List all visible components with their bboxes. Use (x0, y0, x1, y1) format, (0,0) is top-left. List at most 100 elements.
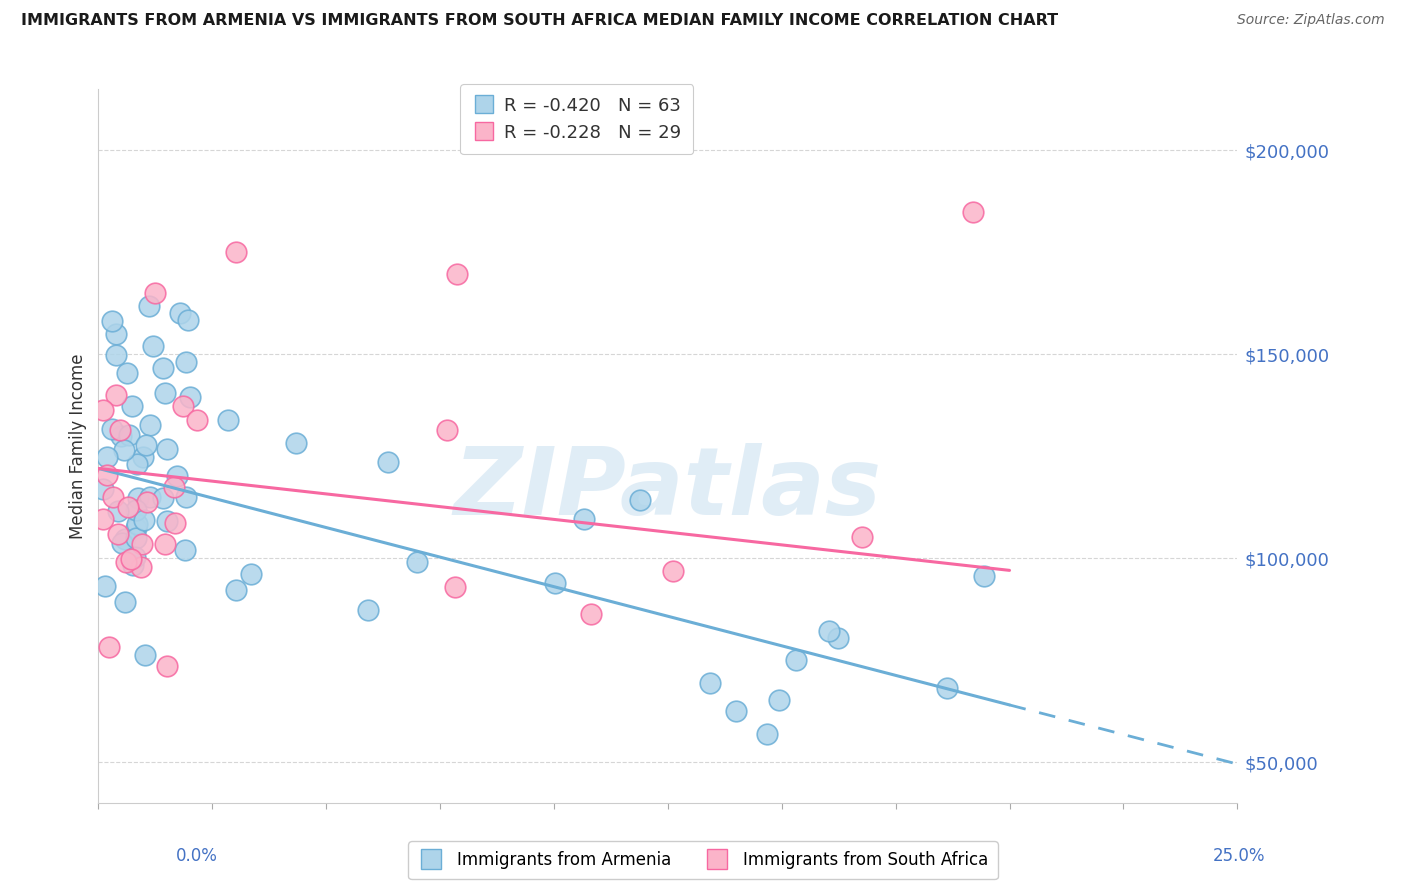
Point (105, 388, 128, 402)
Point (818, 624, 841, 638)
Point (103, 490, 125, 504)
Point (662, 564, 685, 578)
Point (143, 286, 166, 301)
Point (628, 492, 651, 507)
Point (962, 204, 984, 219)
Point (132, 513, 155, 527)
Point (96, 450, 118, 464)
Text: IMMIGRANTS FROM ARMENIA VS IMMIGRANTS FROM SOUTH AFRICA MEDIAN FAMILY INCOME COR: IMMIGRANTS FROM ARMENIA VS IMMIGRANTS FR… (21, 13, 1059, 29)
Point (135, 438, 157, 452)
Point (579, 607, 602, 621)
Point (973, 569, 995, 583)
Point (172, 400, 194, 414)
Point (125, 521, 148, 535)
Point (755, 727, 778, 741)
Point (166, 469, 188, 483)
Point (152, 361, 174, 376)
Point (125, 531, 148, 545)
Point (96, 468, 118, 483)
Point (115, 555, 138, 569)
Point (91, 482, 114, 496)
Point (125, 503, 148, 517)
Point (724, 704, 747, 718)
Point (186, 413, 208, 427)
Point (174, 355, 197, 369)
Text: 25.0%: 25.0% (1213, 847, 1265, 865)
Point (785, 653, 807, 667)
Text: Source: ZipAtlas.com: Source: ZipAtlas.com (1237, 13, 1385, 28)
Point (225, 582, 247, 597)
Text: ZIPatlas: ZIPatlas (454, 442, 882, 535)
Point (176, 490, 198, 504)
Point (100, 314, 122, 328)
Point (107, 527, 129, 541)
Point (768, 692, 790, 706)
Point (120, 552, 142, 566)
Point (699, 676, 721, 690)
Legend: Immigrants from Armenia, Immigrants from South Africa: Immigrants from Armenia, Immigrants from… (408, 841, 998, 880)
Point (118, 427, 141, 442)
Point (98, 640, 121, 655)
Point (152, 491, 174, 505)
Point (108, 423, 131, 437)
Point (105, 326, 128, 341)
Point (114, 533, 136, 547)
Point (107, 504, 129, 518)
Point (105, 349, 128, 363)
Point (572, 511, 595, 525)
Point (156, 514, 179, 528)
Point (127, 491, 149, 505)
Point (827, 631, 849, 645)
Point (377, 455, 399, 469)
Point (139, 490, 162, 504)
Point (225, 245, 247, 260)
Point (125, 457, 148, 471)
Point (129, 560, 152, 574)
Point (284, 436, 307, 450)
Point (122, 558, 145, 573)
Point (136, 495, 159, 509)
Point (117, 500, 139, 514)
Point (936, 681, 959, 696)
Point (446, 267, 468, 281)
Point (162, 480, 184, 494)
Point (142, 339, 165, 353)
Point (405, 555, 427, 569)
Point (121, 400, 143, 414)
Point (155, 385, 177, 400)
Point (124, 550, 146, 565)
Point (851, 530, 873, 544)
Point (114, 594, 136, 608)
Point (93, 512, 115, 526)
Point (176, 312, 198, 326)
Point (163, 516, 186, 531)
Point (91, 402, 114, 417)
Point (357, 603, 380, 617)
Point (94, 580, 117, 594)
Point (138, 299, 160, 313)
Point (110, 429, 132, 443)
Point (127, 516, 149, 531)
Text: 0.0%: 0.0% (176, 847, 218, 865)
Point (112, 442, 135, 457)
Point (139, 418, 162, 433)
Point (169, 306, 191, 320)
Point (115, 366, 138, 380)
Point (155, 442, 177, 456)
Point (155, 537, 177, 551)
Y-axis label: Median Family Income: Median Family Income (69, 353, 87, 539)
Point (134, 648, 156, 663)
Point (217, 412, 239, 426)
Point (132, 450, 155, 464)
Legend: R = -0.420   N = 63, R = -0.228   N = 29: R = -0.420 N = 63, R = -0.228 N = 29 (460, 84, 693, 154)
Point (436, 423, 458, 437)
Point (174, 543, 197, 558)
Point (179, 390, 201, 404)
Point (240, 566, 263, 581)
Point (544, 576, 567, 591)
Point (156, 659, 179, 673)
Point (131, 537, 153, 551)
Point (101, 422, 124, 436)
Point (444, 580, 467, 594)
Point (111, 536, 134, 550)
